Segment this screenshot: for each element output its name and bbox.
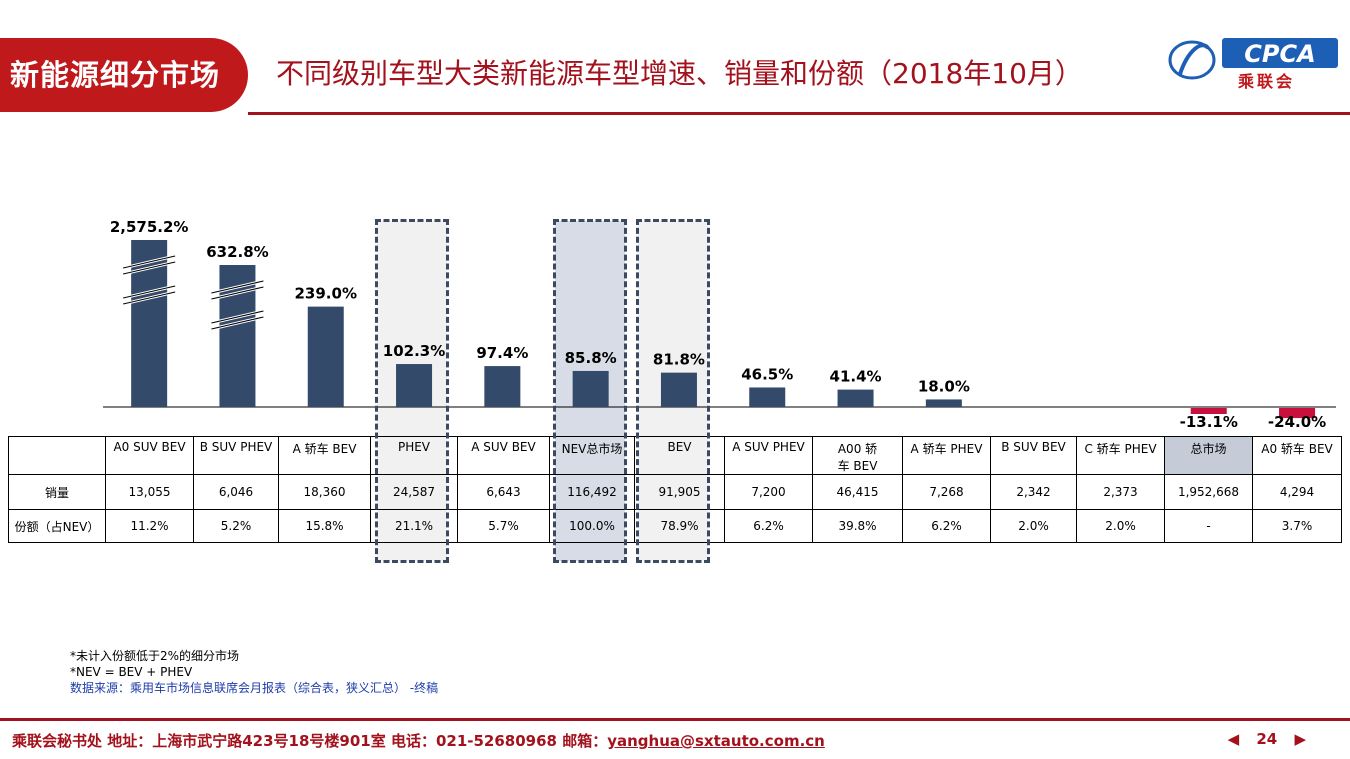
table-cell: 2,373: [1076, 474, 1165, 510]
logo-cn-text: 乘联会: [1238, 72, 1296, 91]
axis-break-line: [123, 255, 176, 275]
table-row-sales: 销量 13,055 6,046 18,360 24,587 6,643 116,492 91,…: [8, 474, 1342, 510]
table-cell: 13,055: [105, 474, 194, 510]
bar: [484, 366, 521, 407]
table-cell: 3.7%: [1252, 509, 1342, 543]
page-navigator: ◀ 24 ▶: [1222, 730, 1312, 748]
table-cell: -: [1164, 509, 1253, 543]
table-header-cell: B SUV PHEV: [193, 436, 279, 475]
section-badge-label: 新能源细分市场: [10, 58, 221, 92]
page-number: 24: [1256, 730, 1278, 748]
prev-page-icon[interactable]: ◀: [1227, 730, 1240, 748]
table-cell: 5.2%: [193, 509, 279, 543]
bar-value-label: 18.0%: [918, 377, 970, 395]
bar: [837, 389, 874, 407]
table-header-cell: A0 SUV BEV: [105, 436, 194, 475]
bar: [307, 306, 344, 407]
bar-value-label: 46.5%: [741, 365, 793, 383]
footer-address: 乘联会秘书处 地址：上海市武宁路423号18号楼901室 电话：021-5268…: [12, 732, 608, 750]
note-data-source: 数据来源：乘用车市场信息联席会月报表（综合表，狭义汇总） -终稿: [70, 681, 439, 695]
bar-value-label: 41.4%: [830, 368, 882, 386]
bar: [749, 387, 786, 407]
axis-break-line: [211, 310, 264, 330]
bar: [1190, 408, 1227, 414]
table-cell: 39.8%: [812, 509, 903, 543]
axis-break-line: [211, 280, 264, 300]
note-share-threshold: *未计入份额低于2%的细分市场: [70, 649, 240, 663]
footer-contact: 乘联会秘书处 地址：上海市武宁路423号18号楼901室 电话：021-5268…: [12, 730, 825, 751]
table-cell: 4,294: [1252, 474, 1342, 510]
table-header-cell: PHEV: [370, 436, 458, 475]
bar-value-label: 239.0%: [295, 285, 357, 303]
table-cell: 6.2%: [724, 509, 813, 543]
bar-value-label: -13.1%: [1180, 413, 1238, 431]
logo-text: CPCA: [1244, 40, 1315, 68]
table-row-label: 份额（占NEV）: [8, 509, 106, 543]
table-cell: 24,587: [370, 474, 458, 510]
bar-value-label: 85.8%: [565, 349, 617, 367]
table-cell: 46,415: [812, 474, 903, 510]
table-cell: 5.7%: [457, 509, 550, 543]
bar: [1279, 408, 1316, 419]
table-cell: 6,643: [457, 474, 550, 510]
table-cell: 6,046: [193, 474, 279, 510]
footer-email-link[interactable]: yanghua@sxtauto.com.cn: [607, 732, 825, 750]
bar: [396, 364, 433, 407]
section-badge: [0, 38, 248, 112]
table-cell: 7,268: [902, 474, 991, 510]
sales-share-table: A0 SUV BEV B SUV PHEV A 轿车 BEV PHEV A SUV BE…: [8, 436, 1342, 543]
table-cell: 18,360: [278, 474, 371, 510]
table-row-label: 销量: [8, 474, 106, 510]
table-header-cell: A 轿车 PHEV: [902, 436, 991, 475]
note-nev-definition: *NEV = BEV + PHEV: [70, 665, 193, 679]
table-cell: 15.8%: [278, 509, 371, 543]
table-header-cell: B SUV BEV: [990, 436, 1077, 475]
page-title: 不同级别车型大类新能源车型增速、销量和份额（2018年10月）: [276, 57, 1083, 90]
axis-break-line: [123, 285, 176, 305]
table-cell: 21.1%: [370, 509, 458, 543]
bar: [660, 372, 697, 407]
table-header-row: A0 SUV BEV B SUV PHEV A 轿车 BEV PHEV A SUV BE…: [8, 436, 1342, 475]
table-cell: 2.0%: [990, 509, 1077, 543]
bar-value-label: 632.8%: [206, 243, 268, 261]
table-header-cell: A0 轿车 BEV: [1252, 436, 1342, 475]
table-cell: 6.2%: [902, 509, 991, 543]
table-header-cell: A 轿车 BEV: [278, 436, 371, 475]
bar-value-label: 81.8%: [653, 351, 705, 369]
table-cell: 2,342: [990, 474, 1077, 510]
growth-bar-chart: 2,575.2% 632.8% 239.0% 102.3% 97.4% 85.8% 81.8…: [103, 218, 1336, 431]
table-header-cell: C 轿车 PHEV: [1076, 436, 1165, 475]
title-divider: [248, 112, 1350, 115]
table-corner-cell: [8, 436, 106, 475]
table-cell: 91,905: [634, 474, 725, 510]
footnotes: *未计入份额低于2%的细分市场 *NEV = BEV + PHEV 数据来源：乘…: [70, 648, 438, 696]
bar: [572, 370, 609, 407]
table-header-cell: NEV总市场: [549, 436, 635, 475]
table-cell: 11.2%: [105, 509, 194, 543]
table-cell: 2.0%: [1076, 509, 1165, 543]
table-header-cell: BEV: [634, 436, 725, 475]
bar-value-label: 97.4%: [476, 344, 528, 362]
table-header-cell: A00 轿 车 BEV: [812, 436, 903, 475]
cpca-logo: CPCA: [1162, 30, 1342, 94]
bar-value-label: 102.3%: [383, 342, 445, 360]
footer-divider: [0, 718, 1350, 721]
table-cell: 1,952,668: [1164, 474, 1253, 510]
table-cell: 7,200: [724, 474, 813, 510]
next-page-icon[interactable]: ▶: [1294, 730, 1306, 748]
table-header-cell: 总市场: [1164, 436, 1253, 475]
bar-value-label: -24.0%: [1268, 413, 1326, 431]
table-header-cell: A SUV BEV: [457, 436, 550, 475]
table-row-share: 份额（占NEV） 11.2% 5.2% 15.8% 21.1% 5.7% 100.0% 78.…: [8, 509, 1342, 543]
table-cell: 78.9%: [634, 509, 725, 543]
table-cell: 100.0%: [549, 509, 635, 543]
bar-value-label: 2,575.2%: [110, 218, 189, 236]
table-header-cell: A SUV PHEV: [724, 436, 813, 475]
table-cell: 116,492: [549, 474, 635, 510]
bar: [925, 399, 962, 407]
